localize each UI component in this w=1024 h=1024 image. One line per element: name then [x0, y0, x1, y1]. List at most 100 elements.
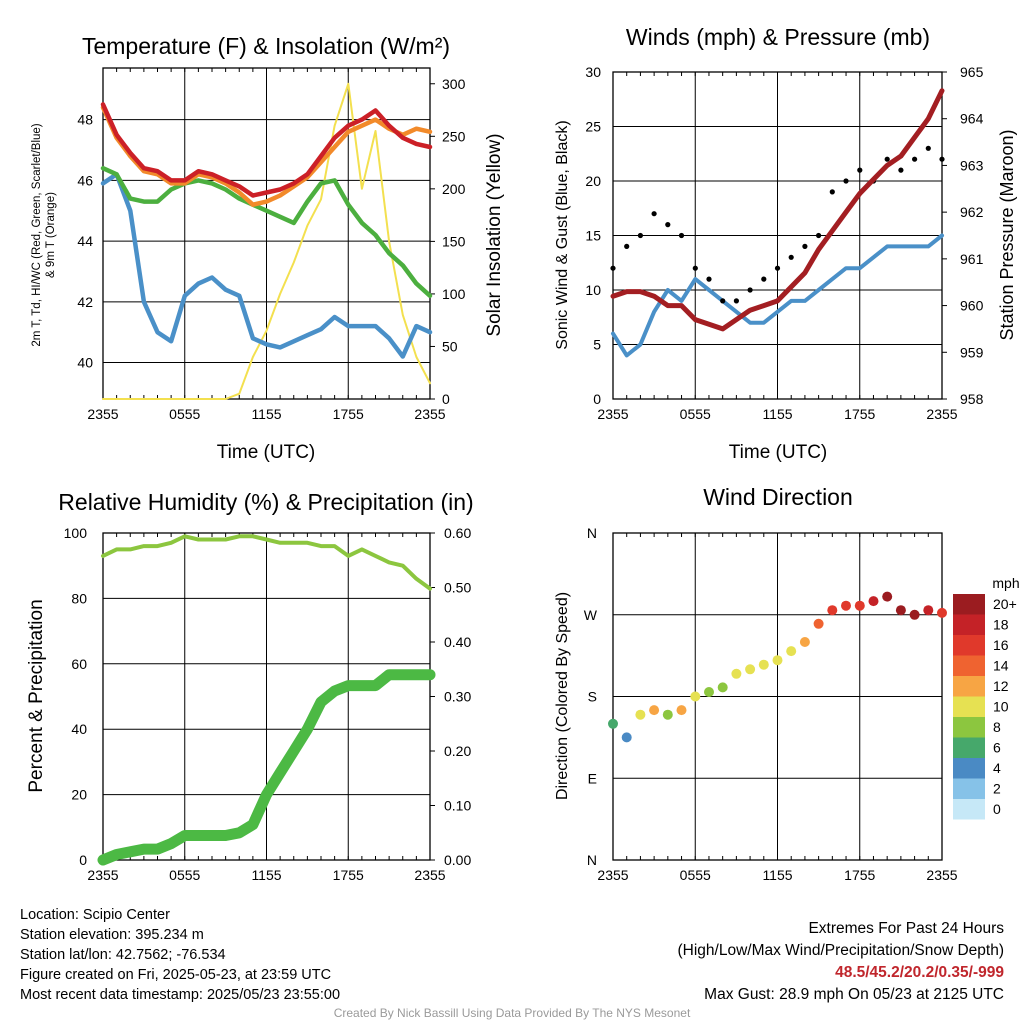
direction-point: [841, 600, 851, 611]
figure-created: Figure created on Fri, 2025-05-23, at 23…: [20, 967, 332, 983]
y2-tick-label: 961: [960, 251, 984, 267]
series-9m-t: [100, 105, 433, 207]
y-axis-label: Percent & Precipitation: [26, 599, 47, 792]
legend-label: 16: [993, 637, 1009, 653]
series-station-pressure: [610, 88, 945, 332]
legend-swatch: [953, 737, 985, 758]
y2-tick-label: 965: [960, 64, 984, 80]
legend-label: 18: [993, 617, 1009, 633]
gust-point: [925, 145, 931, 151]
x-tick-label: 0555: [169, 867, 200, 883]
credit-line: Created By Nick Bassill Using Data Provi…: [333, 1006, 691, 1020]
y2-tick-label: 250: [442, 128, 466, 144]
direction-point: [799, 637, 810, 647]
y2-tick-label: 300: [442, 76, 466, 92]
direction-point: [662, 709, 673, 720]
gust-point: [624, 243, 630, 249]
direction-point: [690, 691, 701, 702]
y-tick-label: 42: [77, 294, 93, 310]
series-hi-wc: [100, 165, 433, 299]
y2-tick-label: 0.20: [444, 743, 471, 759]
extremes-values: 48.5/45.2/20.2/0.35/-999: [835, 964, 1004, 981]
max-gust: Max Gust: 28.9 mph On 05/23 at 2125 UTC: [704, 986, 1004, 1003]
legend-swatch: [953, 778, 985, 799]
y2-tick-label: 100: [442, 286, 466, 302]
y-axis-label-line2: & 9m T (Orange): [45, 192, 57, 278]
y2-tick-label: 0.40: [444, 634, 471, 650]
x-tick-label: 1155: [762, 406, 792, 422]
gust-point: [692, 265, 698, 271]
y-tick-label: 48: [77, 112, 93, 128]
gust-point: [747, 287, 753, 293]
y2-tick-label: 0.30: [444, 689, 471, 705]
legend-swatch: [953, 696, 985, 717]
y-tick-label: 15: [585, 228, 601, 244]
direction-point: [854, 600, 865, 611]
y-axis-label: Direction (Colored By Speed): [554, 592, 571, 800]
direction-point: [635, 709, 646, 720]
y2-axis-label: Solar Insolation (Yellow): [484, 133, 505, 336]
y2-tick-label: 0.00: [444, 852, 471, 868]
y-tick-label: N: [587, 852, 597, 868]
y2-tick-label: 964: [960, 111, 984, 127]
direction-point: [827, 605, 838, 616]
y2-tick-label: 959: [960, 344, 984, 360]
y-tick-label: 5: [593, 337, 601, 353]
legend-swatch: [953, 717, 985, 738]
legend-swatch: [953, 635, 985, 656]
gust-point: [857, 167, 863, 173]
gust-point: [651, 211, 657, 217]
y-tick-label: 0: [593, 391, 601, 407]
y-tick-label: 40: [71, 721, 87, 737]
chart-title-temperature: Temperature (F) & Insolation (W/m²): [82, 33, 450, 59]
direction-point: [772, 655, 783, 666]
plot-frame-4: [612, 532, 943, 861]
y-tick-label: 10: [585, 282, 601, 298]
y2-tick-label: 963: [960, 157, 984, 173]
y-tick-label: 46: [77, 172, 93, 188]
x-tick-label: 0555: [169, 406, 200, 422]
gust-point: [610, 265, 616, 271]
direction-point: [649, 705, 660, 716]
x-tick-label: 0555: [680, 867, 711, 883]
series-sonic-wind: [611, 233, 944, 358]
x-tick-label: 1155: [251, 406, 281, 422]
direction-point: [717, 682, 728, 693]
gust-point: [912, 156, 918, 162]
legend-label: 14: [993, 658, 1009, 674]
y-tick-label: 30: [585, 64, 601, 80]
gust-point: [761, 276, 767, 282]
direction-point: [608, 718, 618, 729]
x-tick-label: 2355: [87, 867, 118, 883]
y-tick-label: 20: [585, 173, 601, 189]
y-tick-label: 100: [64, 525, 88, 541]
x-tick-label: 1755: [844, 406, 875, 422]
x-tick-label: 2355: [414, 406, 445, 422]
chart-title-humidity: Relative Humidity (%) & Precipitation (i…: [58, 489, 473, 515]
direction-point: [704, 687, 714, 697]
series-precipitation: [97, 669, 436, 866]
legend-label: 20+: [993, 596, 1017, 612]
x-tick-label: 1755: [333, 867, 364, 883]
series-relative-humidity: [101, 534, 432, 591]
y2-tick-label: 150: [442, 233, 466, 249]
y-axis-label: Sonic Wind & Gust (Blue, Black): [554, 120, 571, 349]
legend-label: 8: [993, 719, 1001, 735]
y2-tick-label: 960: [960, 298, 984, 314]
y2-tick-label: 200: [442, 181, 466, 197]
y2-tick-label: 0: [442, 391, 450, 407]
gust-point: [637, 232, 644, 239]
legend-label: 2: [993, 781, 1001, 797]
direction-point: [621, 732, 632, 743]
direction-point: [731, 668, 742, 679]
gust-point: [678, 232, 685, 239]
x-tick-label: 1155: [762, 867, 792, 883]
y-axis-label-line1: 2m T, Td, HI/WC (Red, Green, Scarlet/Blu…: [31, 123, 43, 346]
x-axis-label: Time (UTC): [217, 442, 316, 463]
gust-point: [939, 156, 945, 162]
legend-swatch: [953, 676, 985, 697]
direction-point: [745, 664, 756, 675]
station-info: Location: Scipio Center Station elevatio…: [20, 905, 340, 1005]
y-tick-label: 40: [77, 355, 93, 371]
x-tick-label: 2355: [597, 406, 628, 422]
